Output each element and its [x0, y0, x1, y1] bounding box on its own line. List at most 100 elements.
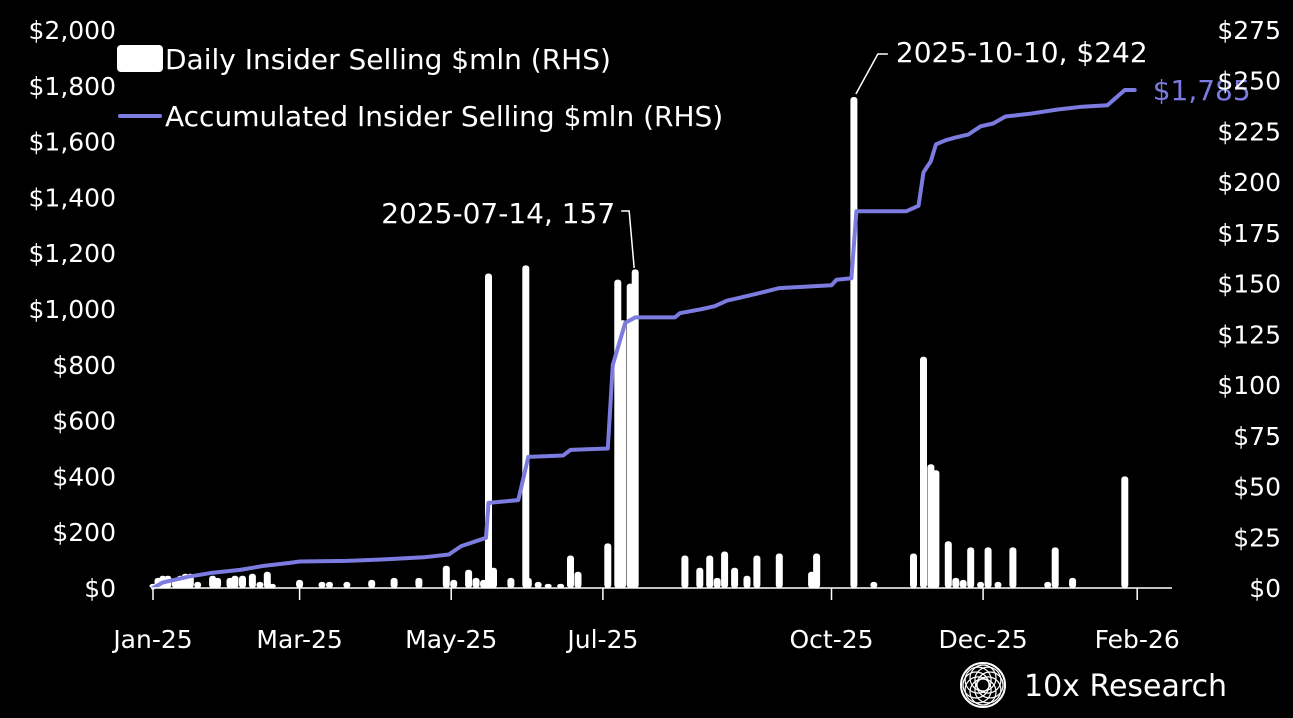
- y-right-tick-label: $100: [1217, 371, 1281, 400]
- annotation-leader-jul: [621, 210, 635, 269]
- x-tick-label: Dec-25: [938, 625, 1027, 654]
- bar: [743, 575, 751, 588]
- 10x-research-logo-icon: [960, 662, 1006, 708]
- x-tick-label: Oct-25: [789, 625, 873, 654]
- bar: [753, 555, 761, 588]
- bar: [1121, 476, 1129, 588]
- brand-name: 10x Research: [1024, 669, 1227, 704]
- y-right-tick-label: $0: [1249, 574, 1281, 603]
- bar: [343, 581, 351, 588]
- legend-label-daily: Daily Insider Selling $mln (RHS): [165, 43, 611, 76]
- legend-bar-swatch: [117, 45, 163, 72]
- bar: [959, 579, 967, 588]
- bar: [522, 265, 530, 588]
- bar: [1069, 577, 1077, 588]
- legend-label-accumulated: Accumulated Insider Selling $mln (RHS): [165, 100, 723, 133]
- bar: [977, 581, 985, 588]
- bar: [326, 581, 333, 588]
- y-left-tick-label: $600: [52, 407, 116, 436]
- bar: [485, 273, 492, 588]
- bar: [465, 569, 473, 588]
- bar: [318, 581, 326, 588]
- y-right-tick-label: $200: [1217, 168, 1281, 197]
- bar: [268, 583, 276, 588]
- bar: [507, 577, 515, 588]
- bar: [490, 567, 497, 588]
- bar: [256, 581, 264, 588]
- bar: [1051, 547, 1059, 588]
- bar: [1044, 581, 1052, 588]
- y-right-tick-label: $275: [1217, 16, 1281, 45]
- x-tick-label: Jul-25: [565, 625, 638, 654]
- y-left-tick-label: $1,600: [29, 128, 116, 157]
- bar: [619, 320, 627, 588]
- bar: [932, 470, 940, 588]
- bar: [415, 577, 423, 588]
- bar: [994, 581, 1002, 588]
- bar: [984, 547, 992, 588]
- accumulated-line-layer: $1,785: [151, 74, 1251, 590]
- y-left-tick-label: $400: [52, 462, 116, 491]
- bar: [967, 547, 975, 588]
- annotation-label-jul: 2025-07-14, 157: [381, 197, 615, 230]
- y-right-tick-label: $225: [1217, 118, 1281, 147]
- annotation-leader-oct: [855, 53, 888, 95]
- y-right-tick-label: $75: [1233, 422, 1281, 451]
- bar: [706, 555, 714, 588]
- bar: [944, 541, 952, 588]
- bar: [870, 581, 878, 588]
- y-left-tick-label: $0: [84, 574, 116, 603]
- y-left-tick-label: $800: [52, 351, 116, 380]
- bar: [534, 581, 542, 588]
- y-right-tick-label: $25: [1233, 523, 1281, 552]
- bar: [952, 577, 960, 588]
- bar: [631, 269, 639, 588]
- bar: [813, 553, 821, 588]
- bar: [296, 579, 304, 588]
- bar: [567, 555, 574, 588]
- bar: [524, 577, 532, 588]
- bar: [442, 565, 450, 588]
- y-left-tick-label: $200: [52, 518, 116, 547]
- bar: [731, 567, 739, 588]
- y-right-tick-label: $175: [1217, 219, 1281, 248]
- axes: Jan-25 Mar-25 May-25 Jul-25 Oct-25 Dec-25 Feb-…: [29, 16, 1281, 654]
- y-left-tick-label: $1,800: [29, 72, 116, 101]
- bar: [231, 575, 239, 588]
- accumulated-line: [151, 88, 1137, 590]
- x-tick-label: May-25: [405, 625, 497, 654]
- bar: [696, 567, 704, 588]
- brand-logo: 10x Research: [960, 662, 1227, 708]
- y-right-tick-label: $250: [1217, 67, 1281, 96]
- x-tick-label: Jan-25: [111, 625, 192, 654]
- y-right-tick-label: $50: [1233, 473, 1281, 502]
- bar: [390, 577, 398, 588]
- bar: [574, 571, 582, 588]
- y-right-tick-label: $125: [1217, 320, 1281, 349]
- annotation-label-oct: 2025-10-10, $242: [896, 36, 1148, 69]
- bar: [194, 581, 202, 588]
- bar: [544, 583, 552, 588]
- annotations: 2025-07-14, 157 2025-10-10, $242: [381, 36, 1148, 269]
- bar: [775, 553, 783, 588]
- bar: [604, 543, 612, 588]
- bar: [214, 577, 222, 588]
- y-left-tick-label: $1,200: [29, 239, 116, 268]
- y-right-tick-label: $150: [1217, 270, 1281, 299]
- x-tick-label: Feb-26: [1095, 625, 1180, 654]
- legend: Daily Insider Selling $mln (RHS) Accumula…: [117, 43, 723, 133]
- daily-bars: [149, 97, 1129, 588]
- bar: [557, 583, 565, 588]
- line-end-label: $1,785: [1153, 74, 1251, 107]
- bar: [713, 577, 721, 588]
- bar: [681, 555, 689, 588]
- bar: [910, 553, 917, 588]
- bar: [263, 571, 271, 588]
- bar: [368, 579, 376, 588]
- x-tick-label: Mar-25: [256, 625, 342, 654]
- bar: [472, 577, 480, 588]
- y-left-tick-label: $1,000: [29, 295, 116, 324]
- y-left-tick-label: $2,000: [29, 16, 116, 45]
